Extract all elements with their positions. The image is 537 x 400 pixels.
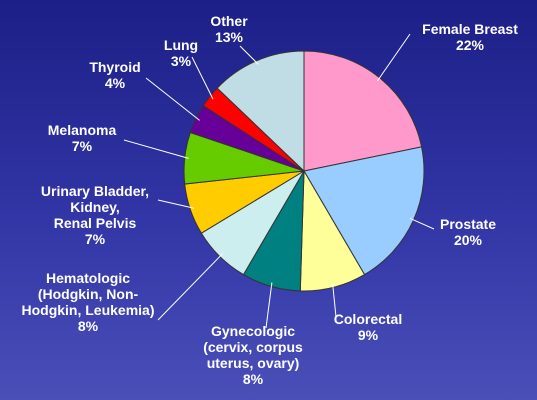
leader-line	[265, 282, 273, 329]
leader-line	[332, 283, 337, 318]
slice-name-label: (Hodgkin, Non-	[38, 286, 139, 302]
leader-line	[157, 199, 195, 209]
leader-line	[145, 77, 200, 121]
slice-label: Gynecologic (cervix, corpus uterus, ovary)…	[203, 323, 303, 387]
slice-percent-label: 8%	[78, 318, 99, 334]
slice-name-label: Melanoma	[48, 122, 117, 138]
pie-slice-other	[216, 50, 305, 173]
leader-line	[157, 253, 223, 321]
slice-label: Lung 3%	[164, 37, 198, 69]
leader-line	[239, 45, 259, 65]
leader-line	[376, 33, 411, 82]
slice-name-label: Gynecologic	[211, 323, 295, 339]
slice-name-label: Hodgkin, Leukemia)	[21, 302, 154, 318]
slice-percent-label: 7%	[72, 138, 93, 154]
slice-percent-label: 7%	[85, 231, 106, 247]
slice-name-label: Female Breast	[422, 21, 518, 37]
slice-name-label: uterus, ovary)	[207, 355, 300, 371]
slice-name-label: Colorectal	[334, 311, 402, 327]
slice-percent-label: 4%	[105, 75, 126, 91]
slice-name-label: Renal Pelvis	[54, 215, 137, 231]
leader-lines	[123, 33, 435, 329]
slice-name-label: Urinary Bladder,	[41, 183, 149, 199]
slice-percent-label: 13%	[215, 29, 244, 45]
slice-label: Colorectal 9%	[334, 311, 402, 343]
leader-line	[191, 56, 214, 100]
slice-name-label: Hematologic	[46, 270, 130, 286]
slice-percent-label: 9%	[358, 327, 379, 343]
slice-name-label: Prostate	[440, 216, 496, 232]
slice-label: Melanoma 7%	[48, 122, 117, 154]
slice-percent-label: 20%	[454, 232, 483, 248]
slice-percent-label: 3%	[171, 53, 192, 69]
slice-label: Prostate 20%	[440, 216, 496, 248]
slice-name-label: (cervix, corpus	[203, 339, 303, 355]
pie-slices	[183, 50, 425, 292]
leader-line	[409, 217, 435, 230]
slice-name-label: Other	[210, 13, 248, 29]
slice-label: Other 13%	[210, 13, 248, 45]
slice-label: Urinary Bladder, Kidney, Renal Pelvis 7%	[41, 183, 149, 247]
slice-name-label: Kidney,	[70, 199, 120, 215]
slice-label: Thyroid 4%	[89, 59, 140, 91]
slice-percent-label: 22%	[456, 37, 485, 53]
slice-name-label: Thyroid	[89, 59, 140, 75]
slice-label: Hematologic (Hodgkin, Non-Hodgkin, Leukem…	[21, 270, 154, 334]
slice-percent-label: 8%	[243, 371, 264, 387]
slice-name-label: Lung	[164, 37, 198, 53]
slice-labels: Female Breast 22% Prostate 20% Colorectal 9% G…	[21, 13, 518, 387]
leader-line	[123, 139, 189, 159]
slice-label: Female Breast 22%	[422, 21, 518, 53]
